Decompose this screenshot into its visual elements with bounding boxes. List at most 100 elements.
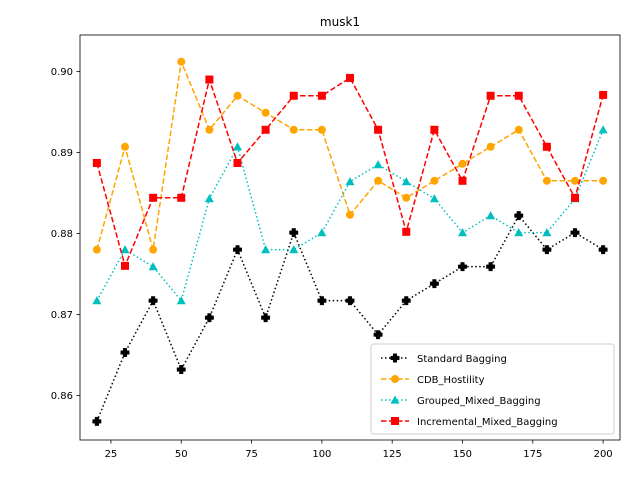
data-point [204, 194, 214, 203]
data-point [289, 245, 299, 254]
data-point [92, 245, 101, 254]
series-1 [92, 57, 608, 254]
data-point [205, 75, 214, 84]
data-point [542, 176, 551, 185]
data-point [430, 125, 439, 134]
data-point [599, 90, 608, 99]
data-point [486, 91, 495, 100]
data-point [401, 177, 411, 186]
data-point [401, 296, 411, 306]
data-point [429, 194, 439, 203]
data-point [148, 296, 158, 306]
series-3 [92, 73, 608, 270]
data-point [458, 262, 467, 272]
x-tick-label: 200 [594, 449, 613, 460]
data-point [458, 159, 467, 168]
y-tick-label: 0.87 [51, 310, 73, 321]
data-point [346, 73, 354, 82]
series-0 [92, 211, 608, 426]
data-point [233, 91, 242, 100]
x-tick-label: 125 [383, 449, 402, 460]
data-point [458, 228, 467, 237]
data-point [373, 330, 383, 340]
y-tick-label: 0.89 [51, 148, 73, 159]
data-point [374, 125, 383, 134]
data-point [120, 348, 130, 357]
data-point [121, 142, 129, 151]
data-point [598, 125, 608, 134]
legend-label: Standard Bagging [417, 354, 507, 365]
legend-marker [391, 417, 399, 425]
data-point [542, 142, 551, 151]
legend-box [370, 343, 615, 435]
data-point [204, 313, 214, 323]
data-point [345, 177, 355, 186]
data-point [261, 125, 270, 134]
x-tick-label: 25 [105, 449, 118, 460]
data-point [317, 91, 326, 100]
legend-entry-2: Grouped_Mixed_Bagging [381, 395, 541, 407]
axes: 25 50 75 100 125 150 175 200 0.86 0.87 0.88 0.89 0.9… [51, 34, 621, 460]
data-point [289, 228, 299, 238]
data-point [317, 125, 326, 134]
data-point [148, 262, 158, 271]
data-point [346, 210, 354, 219]
data-point [486, 142, 495, 151]
data-point [177, 193, 186, 202]
data-point [289, 91, 298, 100]
data-point [233, 245, 242, 255]
data-point [177, 57, 186, 66]
legend: Standard Bagging CDB_Hostility Grouped_Mix… [370, 343, 615, 435]
legend-label: Grouped_Mixed_Bagging [417, 396, 541, 407]
data-point [149, 193, 158, 202]
y-tick-label: 0.90 [51, 67, 73, 78]
data-point [542, 245, 552, 255]
plot-area [92, 57, 608, 426]
chart-title: musk1 [320, 15, 360, 29]
x-tick-label: 175 [523, 449, 542, 460]
data-point [514, 211, 524, 221]
data-point [92, 416, 102, 426]
data-point [486, 262, 496, 272]
x-tick-label: 75 [245, 449, 258, 460]
data-point [514, 91, 523, 100]
data-point [486, 211, 496, 220]
data-point [514, 228, 524, 237]
data-point [345, 296, 355, 306]
data-point [430, 176, 439, 185]
data-point [289, 125, 298, 134]
legend-entry-0: Standard Bagging [381, 353, 507, 365]
legend-marker [391, 375, 399, 383]
legend-marker [390, 353, 400, 363]
data-point [233, 158, 242, 167]
axes-frame [79, 34, 621, 441]
data-point [402, 227, 411, 236]
data-point [205, 125, 214, 134]
y-tick-label: 0.86 [51, 391, 73, 402]
data-point [176, 365, 186, 374]
data-point [317, 228, 327, 237]
legend-entry-1: CDB_Hostility [381, 375, 485, 386]
legend-entry-3: Incremental_Mixed_Bagging [381, 417, 558, 428]
data-point [233, 142, 242, 151]
data-point [402, 193, 411, 202]
legend-label: Incremental_Mixed_Bagging [417, 417, 558, 428]
y-tick-label: 0.88 [51, 229, 73, 240]
x-tick-label: 50 [175, 449, 188, 460]
data-point [458, 176, 467, 185]
data-point [598, 245, 608, 255]
data-point [92, 158, 101, 167]
legend-marker [390, 395, 400, 404]
data-point [373, 160, 383, 169]
data-point [317, 296, 327, 306]
x-tick-label: 150 [453, 449, 472, 460]
data-point [571, 176, 579, 185]
data-point [92, 296, 102, 305]
data-point [149, 245, 158, 254]
data-point [120, 245, 130, 254]
data-point [374, 176, 383, 185]
x-tick-label: 100 [312, 449, 331, 460]
data-point [261, 245, 271, 254]
data-point [429, 279, 439, 289]
